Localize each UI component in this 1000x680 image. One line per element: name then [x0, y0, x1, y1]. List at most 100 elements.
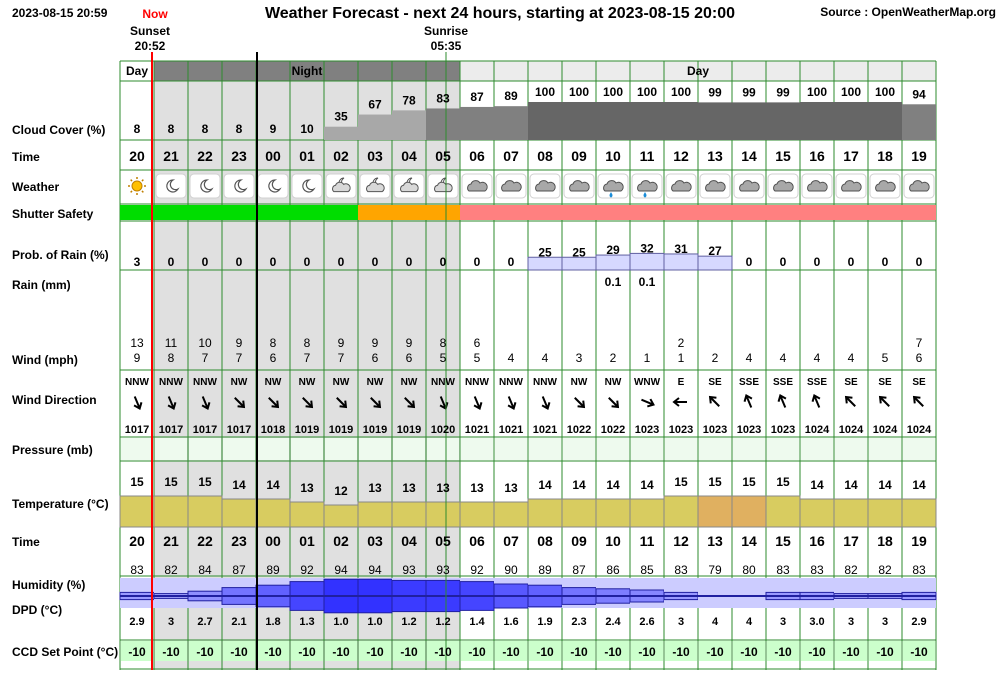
- sunrise-time: 05:35: [431, 39, 462, 53]
- wind-arrow-icon: [777, 394, 787, 408]
- pressure-cell: [563, 438, 595, 460]
- cloud-cover-bar: [834, 102, 868, 140]
- pressure-cell: [461, 438, 493, 460]
- cloud-cover-bar: [800, 102, 834, 140]
- time-label: 02: [333, 148, 349, 164]
- wind-direction-label: NNW: [533, 377, 557, 388]
- wind-speed-label: 7: [304, 351, 311, 365]
- shutter-safety-cell: [120, 205, 154, 220]
- dpd-label: 1.4: [469, 616, 485, 628]
- wind-arrow-head: [912, 395, 921, 404]
- humidity-label: 85: [640, 563, 654, 577]
- rain-drop: [609, 192, 613, 198]
- pressure-label: 1017: [125, 424, 149, 436]
- cloud-cover-bar: [664, 102, 698, 140]
- setpoint-cell: [699, 641, 731, 661]
- rain-probability-label: 25: [538, 245, 552, 259]
- rain-probability-label: 0: [202, 255, 209, 269]
- wind-speed-label: 3: [576, 351, 583, 365]
- time-label: 13: [707, 148, 723, 164]
- row-label-dpd: DPD (°C): [12, 603, 62, 617]
- wind-speed-label: 7: [338, 351, 345, 365]
- time-label: 17: [843, 148, 859, 164]
- cloud-rain-icon: [603, 180, 624, 192]
- temperature-bar: [697, 495, 733, 528]
- setpoint-cell: [665, 641, 697, 661]
- wind-arrow-head: [672, 397, 680, 407]
- setpoint-cell: [869, 641, 901, 661]
- cloud-cover-label: 100: [603, 85, 623, 99]
- row-label-time: Time: [12, 150, 40, 164]
- wind-speed-label: 6: [372, 351, 379, 365]
- wind-gust-label: 6: [474, 336, 481, 350]
- setpoint-cell: [155, 641, 187, 661]
- humidity-label: 94: [368, 563, 382, 577]
- setpoint-label: -10: [196, 645, 214, 659]
- cloud-cover-label: 100: [569, 85, 589, 99]
- wind-arrow-shaft: [710, 397, 720, 407]
- wind-arrow-head: [201, 402, 211, 410]
- cloud-icon: [535, 180, 556, 192]
- temperature-bar: [527, 498, 563, 528]
- setpoint-label: -10: [570, 645, 588, 659]
- setpoint-label: -10: [366, 645, 384, 659]
- humidity-label: 84: [198, 563, 212, 577]
- pressure-label: 1024: [907, 424, 932, 436]
- cloud-icon: [467, 180, 488, 192]
- rain-probability-label: 31: [674, 242, 688, 256]
- cloud-cover-label: 100: [841, 85, 861, 99]
- time-label: 10: [605, 533, 621, 549]
- cloud-cover-label: 100: [875, 85, 895, 99]
- rain-probability-label: 0: [780, 255, 787, 269]
- shutter-safety-cell: [460, 205, 494, 220]
- time-label: 21: [163, 148, 179, 164]
- wind-arrow-head: [577, 400, 586, 409]
- wind-gust-label: 9: [236, 336, 243, 350]
- wind-arrow-shaft: [439, 396, 447, 408]
- wind-direction-label: NW: [605, 377, 622, 388]
- dpd-label: 1.3: [299, 616, 314, 628]
- period-header-band: [120, 61, 154, 81]
- pressure-label: 1019: [397, 424, 421, 436]
- dpd-label: 4: [746, 616, 753, 628]
- cloud-cover-label: 99: [742, 85, 756, 99]
- wind-direction-label: NW: [231, 377, 248, 388]
- wind-direction-label: NW: [265, 377, 282, 388]
- wind-arrow-icon: [201, 396, 211, 410]
- time-label: 11: [640, 533, 655, 549]
- wind-arrow-icon: [641, 398, 655, 408]
- wind-gust-label: 13: [130, 336, 144, 350]
- wind-arrow-head: [611, 400, 620, 409]
- humidity-label: 92: [470, 563, 484, 577]
- wind-direction-label: NNW: [431, 377, 455, 388]
- row-label-rain-prob: Prob. of Rain (%): [12, 248, 109, 262]
- cloud-cover-label: 78: [402, 93, 416, 107]
- setpoint-label: -10: [808, 645, 826, 659]
- wind-arrow-icon: [302, 397, 314, 409]
- cloud-icon: [875, 180, 896, 192]
- time-label: 00: [265, 148, 281, 164]
- wind-arrow-head: [133, 402, 143, 410]
- cloud-icon: [705, 180, 726, 192]
- rain-probability-label: 29: [606, 243, 620, 257]
- row-label-shutter: Shutter Safety: [12, 207, 94, 221]
- temperature-label: 13: [504, 481, 518, 495]
- humidity-label: 82: [844, 563, 858, 577]
- row-label-temperature: Temperature (°C): [12, 497, 109, 511]
- time-label: 07: [503, 533, 519, 549]
- row-label-time-2: Time: [12, 535, 40, 549]
- shutter-safety-cell: [494, 205, 528, 220]
- pressure-cell: [631, 438, 663, 460]
- temperature-label: 14: [912, 478, 926, 492]
- moon-icon: [234, 179, 248, 193]
- wind-direction-label: NNW: [193, 377, 217, 388]
- cloud-cover-bar: [630, 102, 664, 140]
- cloud-cover-label: 100: [535, 85, 555, 99]
- shutter-safety-cell: [256, 205, 290, 220]
- dpd-label: 1.9: [537, 616, 552, 628]
- setpoint-cell: [427, 641, 459, 661]
- wind-arrow-head: [708, 395, 717, 404]
- cloud-cover-label: 100: [637, 85, 657, 99]
- setpoint-cell: [801, 641, 833, 661]
